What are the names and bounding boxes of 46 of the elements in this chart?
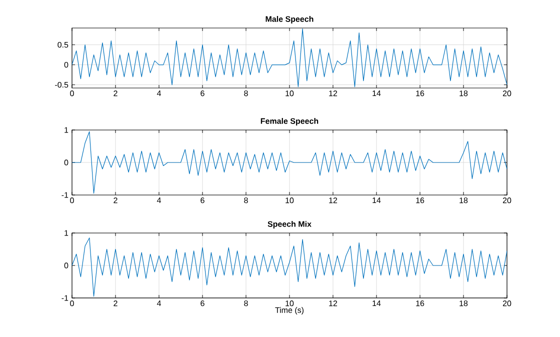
- x-tick-label: 12: [329, 198, 338, 204]
- x-tick-label: 0: [70, 198, 74, 204]
- x-tick-label: 6: [200, 198, 204, 204]
- x-tick-label: 8: [244, 300, 248, 306]
- x-tick-label: 12: [329, 300, 338, 306]
- chart-title: Female Speech: [260, 118, 318, 126]
- y-tick-label: 0: [64, 160, 68, 166]
- x-tick-label: 20: [502, 300, 512, 306]
- x-tick-label: 2: [114, 300, 118, 306]
- x-tick-label: 4: [156, 300, 161, 306]
- x-tick-label: 20: [502, 198, 512, 204]
- y-tick-label: -0.5: [55, 82, 68, 88]
- y-tick-label: 1: [64, 127, 68, 133]
- y-tick-label: -1: [62, 192, 68, 198]
- x-tick-label: 6: [200, 90, 204, 96]
- x-tick-label: 16: [416, 90, 424, 96]
- x-tick-label: 2: [114, 90, 118, 96]
- x-tick-label: 18: [460, 198, 468, 204]
- y-tick-label: -1: [62, 295, 68, 301]
- x-tick-label: 20: [502, 90, 512, 96]
- x-tick-label: 14: [372, 198, 381, 204]
- chart-title: Male Speech: [266, 16, 314, 24]
- y-tick-label: 0: [64, 262, 68, 268]
- x-tick-label: 10: [286, 198, 294, 204]
- x-tick-label: 0: [70, 90, 74, 96]
- y-tick-label: 1: [64, 230, 68, 236]
- chart-title: Speech Mix: [268, 220, 312, 228]
- x-tick-label: 2: [114, 198, 118, 204]
- x-tick-label: 14: [372, 300, 381, 306]
- x-tick-label: 4: [156, 90, 161, 96]
- x-tick-label: 10: [286, 300, 294, 306]
- x-tick-label: 0: [70, 300, 74, 306]
- x-tick-label: 12: [329, 90, 338, 96]
- y-tick-label: 0.5: [58, 42, 68, 48]
- x-tick-label: 10: [286, 90, 294, 96]
- x-tick-label: 16: [416, 300, 424, 306]
- x-tick-label: 16: [416, 198, 424, 204]
- x-tick-label: 6: [200, 300, 204, 306]
- x-tick-label: 8: [244, 198, 248, 204]
- x-tick-label: 14: [372, 90, 381, 96]
- x-axis-title: Time (s): [275, 307, 304, 315]
- x-tick-label: 4: [156, 198, 161, 204]
- x-tick-label: 8: [244, 90, 248, 96]
- x-tick-label: 18: [460, 90, 468, 96]
- x-tick-label: 18: [460, 300, 468, 306]
- y-tick-label: 0: [64, 62, 68, 68]
